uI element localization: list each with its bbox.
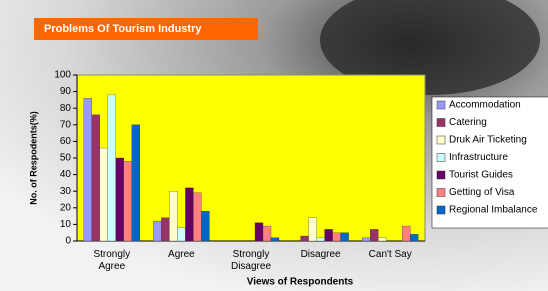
page: Problems Of Tourism Industry No. of Resp…: [0, 0, 548, 291]
bar: [255, 223, 263, 241]
bar: [263, 226, 271, 241]
bar: [301, 236, 309, 241]
chart: Problems Of Tourism Industry No. of Resp…: [0, 0, 548, 291]
legend-label: Infrastructure: [449, 152, 508, 163]
legend-swatch: [437, 101, 445, 109]
bar: [92, 115, 100, 241]
bar: [309, 218, 317, 241]
bar: [271, 238, 279, 241]
bar: [177, 228, 185, 241]
bar: [161, 218, 169, 241]
bar: [185, 188, 193, 241]
y-tick-label: 40: [60, 169, 72, 180]
x-tick-label: Agree: [150, 249, 212, 261]
legend-swatch: [437, 136, 445, 144]
chart-title: Problems Of Tourism Industry: [44, 23, 202, 35]
bar: [370, 229, 378, 241]
bar: [333, 233, 341, 241]
x-tick-label: Strongly Agree: [81, 249, 143, 273]
bar: [317, 238, 325, 241]
legend-swatch: [437, 206, 445, 214]
y-tick-label: 30: [60, 186, 72, 197]
y-tick-label: 100: [54, 70, 71, 81]
bar: [132, 125, 140, 241]
y-tick-label: 50: [60, 153, 72, 164]
bar: [341, 233, 349, 241]
bar: [100, 148, 108, 241]
bar: [124, 161, 132, 241]
y-tick-label: 0: [65, 236, 71, 247]
bar: [116, 158, 124, 241]
legend-label: Tourist Guides: [449, 170, 513, 181]
legend-label: Accommodation: [449, 100, 521, 111]
bar: [84, 98, 92, 241]
y-axis-label: No. of Respodents(%): [28, 111, 38, 205]
bar: [193, 193, 201, 241]
legend-swatch: [437, 171, 445, 179]
legend-swatch: [437, 119, 445, 127]
bar: [402, 226, 410, 241]
legend-label: Getting of Visa: [449, 187, 515, 198]
bar: [201, 211, 209, 241]
y-tick-label: 60: [60, 136, 72, 147]
bar: [108, 95, 116, 241]
y-tick-label: 70: [60, 119, 72, 130]
y-tick-label: 90: [60, 86, 72, 97]
legend-label: Regional Imbalance: [449, 205, 538, 216]
y-tick-label: 10: [60, 219, 72, 230]
bar: [378, 238, 386, 241]
x-tick-label: Disagree: [290, 249, 352, 261]
bar: [153, 221, 161, 241]
bar: [362, 238, 370, 241]
legend-swatch: [437, 154, 445, 162]
legend-swatch: [437, 189, 445, 197]
legend-label: Catering: [449, 117, 487, 128]
y-tick-label: 80: [60, 103, 72, 114]
bar: [410, 234, 418, 241]
bar: [325, 229, 333, 241]
bar: [169, 191, 177, 241]
legend-label: Druk Air Ticketing: [449, 135, 527, 146]
x-tick-label: Strongly Disagree: [220, 249, 282, 273]
x-axis-label: Views of Respondents: [247, 277, 354, 288]
x-tick-label: Can't Say: [359, 249, 421, 261]
y-tick-label: 20: [60, 202, 72, 213]
